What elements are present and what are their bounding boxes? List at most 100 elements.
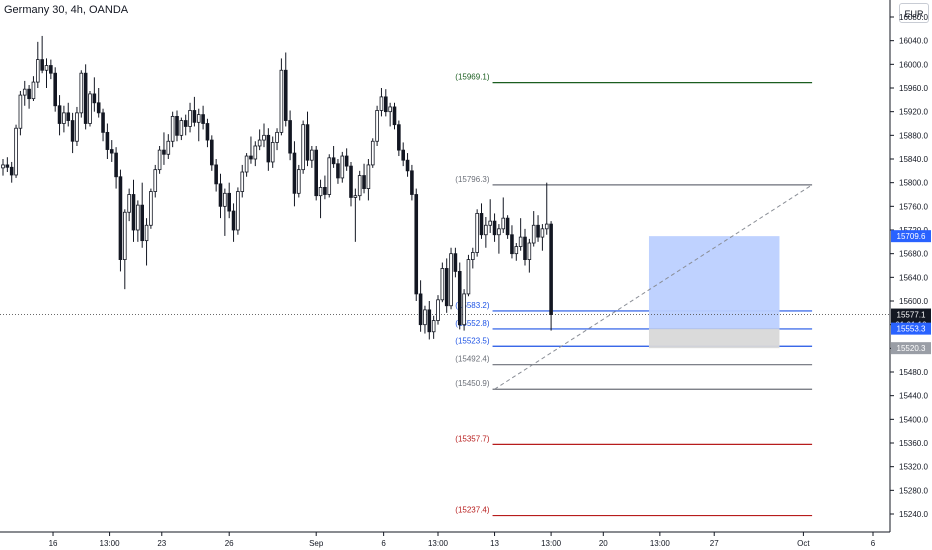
candle-body bbox=[479, 213, 484, 236]
candle-body bbox=[514, 246, 519, 255]
candle-body bbox=[523, 236, 527, 260]
x-tick-label: 13:00 bbox=[541, 539, 562, 548]
candle-body bbox=[131, 194, 136, 231]
y-tick-label: 15880.0 bbox=[899, 131, 928, 140]
y-tick-label: 15920.0 bbox=[899, 108, 928, 117]
position-zones bbox=[648, 236, 780, 349]
candle-body bbox=[301, 124, 305, 171]
y-tick-label: 15400.0 bbox=[899, 415, 928, 424]
candle-body bbox=[466, 259, 471, 295]
candle-body bbox=[149, 191, 153, 226]
candle-body bbox=[357, 175, 362, 197]
candle-body bbox=[462, 293, 466, 326]
stop-zone bbox=[648, 328, 780, 349]
candle-body bbox=[205, 123, 210, 141]
price-tag-value: 15709.6 bbox=[897, 232, 926, 241]
candle-body bbox=[292, 152, 297, 194]
candle-body bbox=[179, 120, 184, 136]
candle-body bbox=[470, 252, 475, 260]
y-tick-label: 15320.0 bbox=[899, 463, 928, 472]
candle-body bbox=[457, 271, 462, 326]
candle-body bbox=[353, 195, 358, 198]
y-tick-label: 15840.0 bbox=[899, 155, 928, 164]
candle-body bbox=[314, 149, 318, 197]
candle-body bbox=[114, 152, 118, 178]
candle-body bbox=[170, 116, 175, 142]
fib-level-label: (15552.8) bbox=[455, 319, 490, 328]
fib-level-label: (15450.9) bbox=[455, 379, 490, 388]
candle-body bbox=[136, 204, 140, 231]
candle-body bbox=[418, 293, 423, 326]
candle-body bbox=[501, 217, 506, 230]
candle-body bbox=[401, 149, 405, 161]
candle-body bbox=[405, 159, 410, 172]
candle-body bbox=[62, 112, 66, 124]
candle-body bbox=[484, 224, 488, 236]
x-tick-label: 23 bbox=[157, 539, 166, 548]
candle-body bbox=[270, 142, 275, 163]
candle-body bbox=[123, 211, 127, 260]
candle-body bbox=[83, 72, 88, 124]
candle-body bbox=[209, 139, 214, 166]
candle-body bbox=[49, 65, 53, 74]
x-tick-label: 27 bbox=[710, 539, 719, 548]
fib-level-label: (15357.7) bbox=[455, 434, 490, 443]
price-tag-value: 15553.3 bbox=[897, 325, 926, 334]
price-tag-blue bbox=[891, 322, 931, 335]
candle-body bbox=[383, 96, 388, 113]
candle-body bbox=[40, 59, 44, 71]
y-tick-label: 15600.0 bbox=[899, 297, 928, 306]
y-tick-label: 16040.0 bbox=[899, 37, 928, 46]
candle-body bbox=[218, 183, 223, 207]
y-tick-label: 15640.0 bbox=[899, 273, 928, 282]
candle-body bbox=[349, 165, 353, 198]
candle-body bbox=[414, 194, 419, 295]
candle-body bbox=[231, 210, 236, 231]
candle-body bbox=[327, 157, 332, 195]
fib-level-label: (15969.1) bbox=[455, 73, 490, 82]
candle-body bbox=[223, 192, 227, 207]
candle-body bbox=[518, 236, 523, 247]
currency-button[interactable]: EUR bbox=[899, 3, 929, 23]
candle-body bbox=[175, 116, 179, 136]
fib-level-label: (15796.3) bbox=[455, 175, 490, 184]
y-tick-label: 15960.0 bbox=[899, 84, 928, 93]
x-tick-label: 6 bbox=[381, 539, 386, 548]
candle-body bbox=[310, 149, 314, 161]
candle-body bbox=[144, 224, 149, 242]
candle-body bbox=[392, 106, 397, 126]
candle-body bbox=[118, 176, 123, 260]
candle-body bbox=[249, 155, 253, 160]
candle-body bbox=[375, 110, 379, 142]
candle-body bbox=[475, 213, 479, 253]
candle-body bbox=[431, 320, 436, 333]
candle-body bbox=[488, 220, 492, 226]
candle-body bbox=[183, 120, 188, 127]
x-tick-label: 13 bbox=[490, 539, 499, 548]
candle-body bbox=[275, 131, 279, 143]
candle-body bbox=[14, 127, 18, 176]
candle-body bbox=[88, 93, 92, 124]
candle-body bbox=[101, 112, 105, 133]
candle-body bbox=[323, 186, 327, 195]
candle-body bbox=[236, 191, 240, 231]
fib-level-label: (15237.4) bbox=[455, 506, 490, 515]
candle-body bbox=[57, 105, 62, 124]
candle-body bbox=[162, 149, 166, 155]
candle-body bbox=[44, 65, 49, 71]
y-tick-label: 15440.0 bbox=[899, 392, 928, 401]
candle-body bbox=[109, 149, 114, 154]
candle-body bbox=[331, 157, 336, 165]
fib-level-label: (15492.4) bbox=[455, 355, 490, 364]
candle-body bbox=[127, 194, 131, 213]
candle-body bbox=[318, 186, 323, 197]
candle-body bbox=[505, 217, 510, 236]
candle-body bbox=[497, 228, 501, 236]
price-tag-value: 15577.1 bbox=[897, 311, 926, 320]
candle-body bbox=[105, 131, 110, 150]
fib-level-label: (15583.2) bbox=[455, 301, 490, 310]
y-tick-label: 15760.0 bbox=[899, 202, 928, 211]
